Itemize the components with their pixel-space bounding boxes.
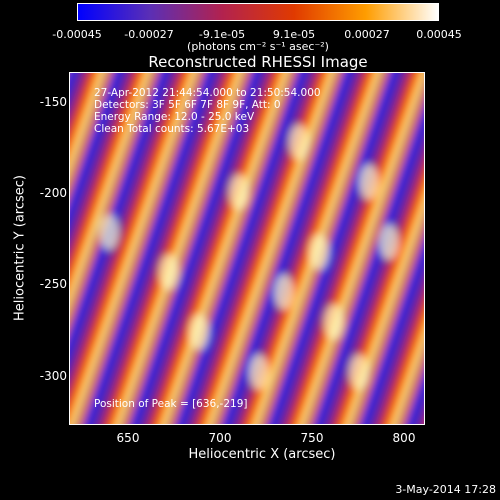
- fringe-band: [230, 72, 362, 425]
- flux-peak-blob: [229, 174, 249, 210]
- fringe-band: [368, 262, 425, 425]
- heatmap-svg: [69, 72, 425, 425]
- x-tick-label: 650: [116, 431, 140, 445]
- fringe-band: [184, 72, 316, 425]
- colorbar: [77, 3, 439, 21]
- fringe-band: [352, 216, 425, 425]
- flux-peak-blob: [274, 274, 294, 310]
- fringe-band: [70, 72, 198, 425]
- annotation-clean-counts: Clean Total counts: 5.67E+03: [94, 123, 250, 135]
- fringe-band: [69, 72, 153, 313]
- x-tick-label: 700: [208, 431, 232, 445]
- fringe-band: [92, 72, 224, 425]
- y-tick-label: -300: [39, 369, 67, 383]
- fringe-band: [82, 72, 216, 425]
- y-tick-label: -150: [39, 95, 67, 109]
- fringe-band: [128, 72, 262, 425]
- timestamp: 3-May-2014 17:28: [395, 483, 496, 496]
- fringe-band: [398, 349, 425, 425]
- fringe-band: [414, 395, 425, 425]
- fringe-band: [220, 72, 354, 425]
- fringe-band: [358, 234, 425, 425]
- colorbar-units-label: (photons cm⁻² s⁻¹ asec⁻²): [187, 40, 329, 53]
- fringe-band: [69, 72, 106, 177]
- fringe-band: [76, 72, 206, 425]
- fringe-band: [382, 303, 425, 425]
- fringe-band: [322, 130, 425, 425]
- fringe-band: [138, 72, 270, 425]
- heatmap-image: [69, 72, 425, 425]
- fringe-band: [69, 72, 152, 310]
- flux-peak-blob: [309, 234, 329, 270]
- colorbar-tick-label: -0.00045: [52, 28, 102, 41]
- flux-peak-blob: [99, 214, 119, 250]
- annotation-energy-range: Energy Range: 12.0 - 25.0 keV: [94, 111, 255, 123]
- flux-peak-blob: [249, 354, 269, 390]
- colorbar-tick-label: 9.1e-05: [272, 28, 316, 41]
- y-axis-label: Heliocentric Y (arcsec): [12, 175, 28, 321]
- y-tick-label: -200: [39, 186, 67, 200]
- annotation-detectors: Detectors: 3F 5F 6F 7F 8F 9F, Att: 0: [94, 99, 281, 111]
- flux-peak-blob: [359, 164, 379, 200]
- x-tick-label: 800: [392, 431, 416, 445]
- annotation-time-range: 27-Apr-2012 21:44:54.000 to 21:50:54.000: [94, 87, 321, 99]
- colorbar-tick-label: -0.00027: [124, 28, 174, 41]
- annotation-peak-position: Position of Peak = [636,-219]: [94, 398, 248, 410]
- fringe-band: [69, 72, 107, 180]
- fringe-band: [306, 83, 425, 425]
- fringe-band: [122, 72, 252, 425]
- fringe-band: [116, 72, 244, 425]
- fringe-band: [266, 72, 400, 425]
- flux-peak-blob: [189, 314, 209, 350]
- y-tick-label: -250: [39, 277, 67, 291]
- fringe-band: [312, 101, 425, 425]
- fringe-band: [392, 332, 425, 425]
- flux-peak-blob: [379, 224, 399, 260]
- plot-title: Reconstructed RHESSI Image: [148, 53, 368, 71]
- colorbar-tick-label: 0.00045: [416, 28, 462, 41]
- fringe-band: [388, 320, 425, 425]
- fringe-band: [208, 72, 336, 425]
- fringe-band: [376, 286, 425, 425]
- fringe-band: [276, 72, 408, 425]
- colorbar-tick-label: -9.1e-05: [198, 28, 246, 41]
- colorbar-tick-label: 0.00027: [344, 28, 390, 41]
- x-axis-label: Heliocentric X (arcsec): [188, 447, 336, 462]
- flux-peak-blob: [289, 124, 309, 160]
- flux-peak-blob: [324, 304, 344, 340]
- flux-peak-blob: [349, 354, 369, 390]
- heatmap-bands: [69, 72, 425, 425]
- fringe-band: [214, 72, 344, 425]
- fringe-band: [404, 366, 425, 425]
- x-tick-label: 750: [300, 431, 324, 445]
- flux-peak-blob: [159, 254, 179, 290]
